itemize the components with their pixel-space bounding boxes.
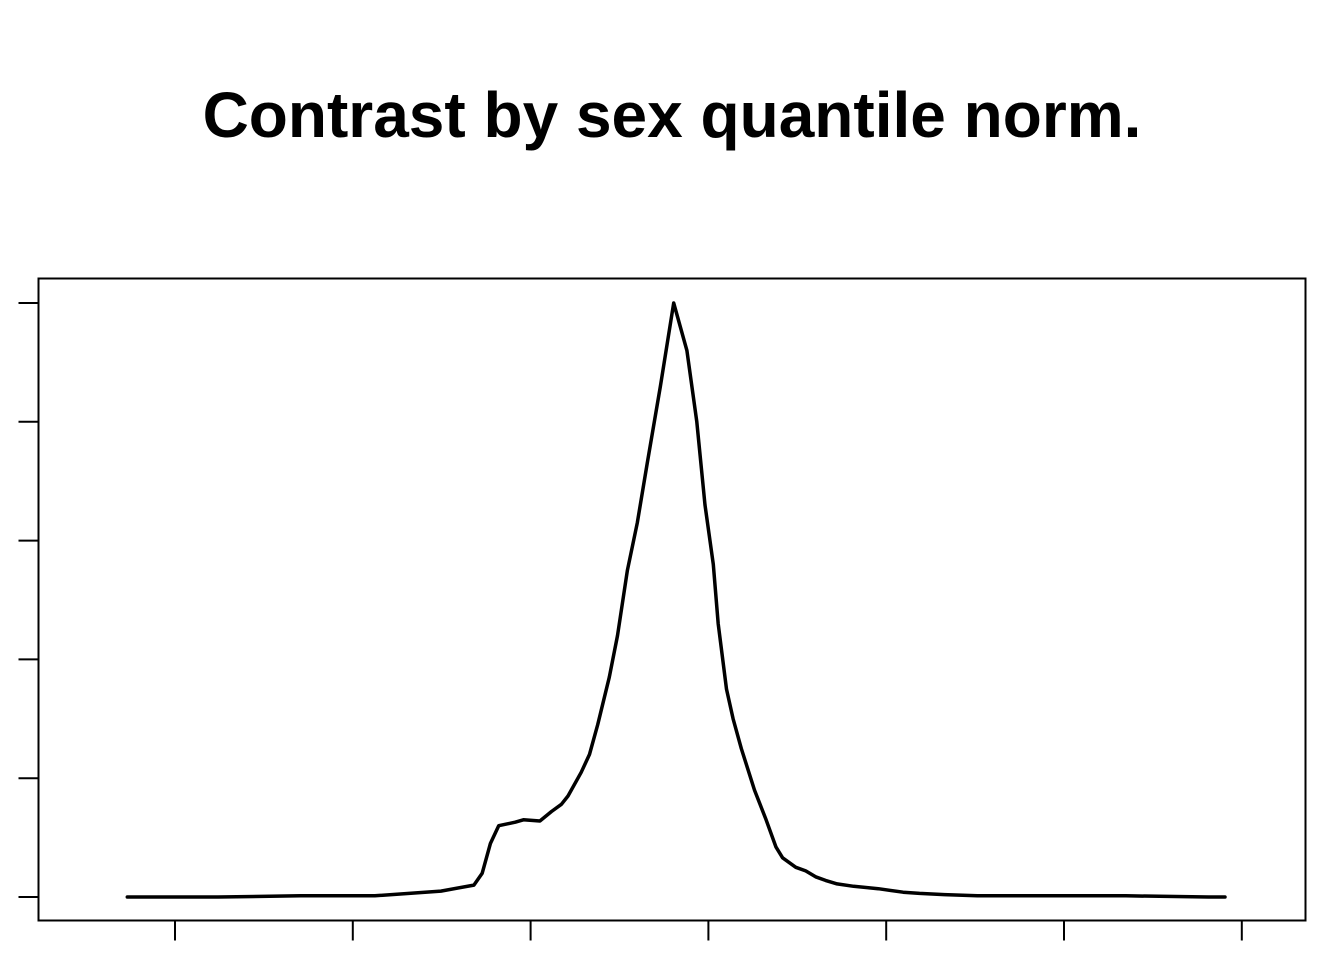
density-line — [125, 301, 1227, 899]
x-axis-ticks — [174, 920, 1243, 941]
y-axis-ticks — [18, 302, 39, 898]
plot-frame — [37, 277, 1307, 922]
chart-title: Contrast by sex quantile norm. — [203, 79, 1142, 151]
